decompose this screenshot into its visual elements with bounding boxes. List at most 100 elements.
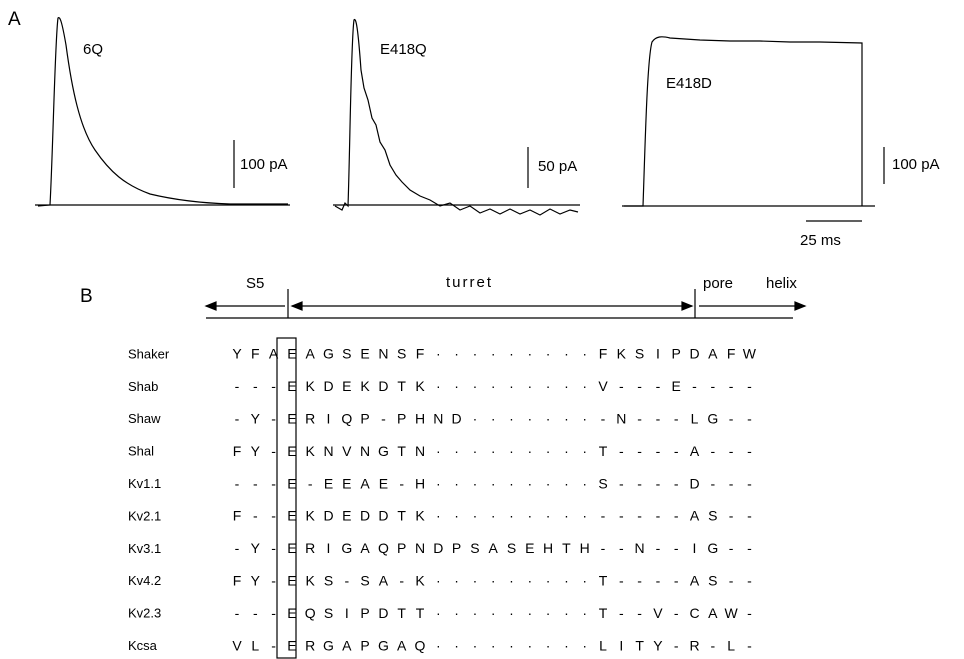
residue: T: [599, 605, 608, 621]
residue: N: [433, 411, 443, 427]
residue: ·: [454, 605, 459, 621]
residue: -: [729, 475, 734, 491]
sequence-name: Kv2.3: [128, 606, 161, 621]
residue: ·: [473, 475, 478, 491]
residue: T: [397, 508, 406, 524]
residue: S: [470, 540, 479, 556]
residue: -: [729, 443, 734, 459]
residue: -: [656, 508, 661, 524]
sequence-name: Kv1.1: [128, 476, 161, 491]
residue: H: [543, 540, 553, 556]
residue: L: [251, 637, 259, 653]
residue: ·: [582, 411, 587, 427]
residue: -: [637, 411, 642, 427]
current-trace: [624, 36, 863, 207]
residue: ·: [473, 573, 478, 589]
residue: -: [710, 475, 715, 491]
residue: -: [271, 443, 276, 459]
residue: A: [306, 346, 316, 362]
scale-label: 100 pA: [240, 156, 288, 173]
residue: E: [324, 475, 333, 491]
residue: C: [689, 605, 699, 621]
residue: -: [601, 540, 606, 556]
residue: L: [727, 637, 735, 653]
residue: G: [707, 411, 718, 427]
residue: Q: [415, 637, 426, 653]
residue: D: [433, 540, 443, 556]
residue: ·: [546, 605, 551, 621]
residue: S: [507, 540, 516, 556]
residue: -: [271, 475, 276, 491]
sequence-name: Kv2.1: [128, 508, 161, 523]
residue: ·: [564, 346, 569, 362]
residue: ·: [527, 443, 532, 459]
residue: E: [287, 346, 296, 362]
residue: ·: [582, 475, 587, 491]
residue: P: [452, 540, 461, 556]
residue: T: [635, 637, 644, 653]
residue: D: [378, 605, 388, 621]
residue: I: [327, 411, 331, 427]
residue: Y: [653, 637, 663, 653]
residue: D: [689, 346, 699, 362]
residue: Q: [378, 540, 389, 556]
residue: T: [397, 605, 406, 621]
residue: N: [415, 540, 425, 556]
residue: -: [747, 475, 752, 491]
arrowhead: [794, 301, 807, 311]
residue: ·: [473, 443, 478, 459]
residue: ·: [491, 346, 496, 362]
residue: E: [672, 378, 681, 394]
residue: P: [397, 540, 406, 556]
residue: -: [674, 605, 679, 621]
residue: ·: [527, 411, 532, 427]
residue: -: [674, 411, 679, 427]
residue: ·: [491, 475, 496, 491]
residue: F: [233, 573, 242, 589]
residue: A: [379, 573, 389, 589]
residue: ·: [436, 573, 441, 589]
residue: S: [635, 346, 644, 362]
residue: E: [287, 637, 296, 653]
residue: ·: [491, 605, 496, 621]
residue: ·: [436, 378, 441, 394]
residue: N: [616, 411, 626, 427]
residue: T: [416, 605, 425, 621]
residue: A: [690, 443, 700, 459]
residue: N: [415, 443, 425, 459]
residue: F: [599, 346, 608, 362]
residue: H: [415, 411, 425, 427]
residue: ·: [546, 475, 551, 491]
residue: -: [601, 508, 606, 524]
residue: F: [727, 346, 736, 362]
residue: Y: [251, 411, 261, 427]
residue: -: [729, 540, 734, 556]
residue: P: [397, 411, 406, 427]
residue: -: [674, 573, 679, 589]
residue: ·: [527, 573, 532, 589]
sequence-name: Shal: [128, 444, 154, 459]
residue: ·: [473, 378, 478, 394]
residue: -: [271, 605, 276, 621]
residue: ·: [582, 573, 587, 589]
residue: S: [324, 573, 333, 589]
residue: K: [306, 378, 316, 394]
residue: E: [287, 443, 296, 459]
residue: E: [287, 540, 296, 556]
trace-label: E418Q: [380, 41, 427, 58]
residue: V: [653, 605, 663, 621]
residue: F: [233, 508, 242, 524]
residue: -: [308, 475, 313, 491]
residue: L: [691, 411, 699, 427]
residue: T: [562, 540, 571, 556]
residue: -: [637, 475, 642, 491]
residue: I: [693, 540, 697, 556]
residue: -: [235, 411, 240, 427]
residue: ·: [473, 411, 478, 427]
residue: L: [599, 637, 607, 653]
residue: ·: [509, 508, 514, 524]
residue: P: [360, 637, 369, 653]
residue: I: [656, 346, 660, 362]
residue: -: [619, 378, 624, 394]
